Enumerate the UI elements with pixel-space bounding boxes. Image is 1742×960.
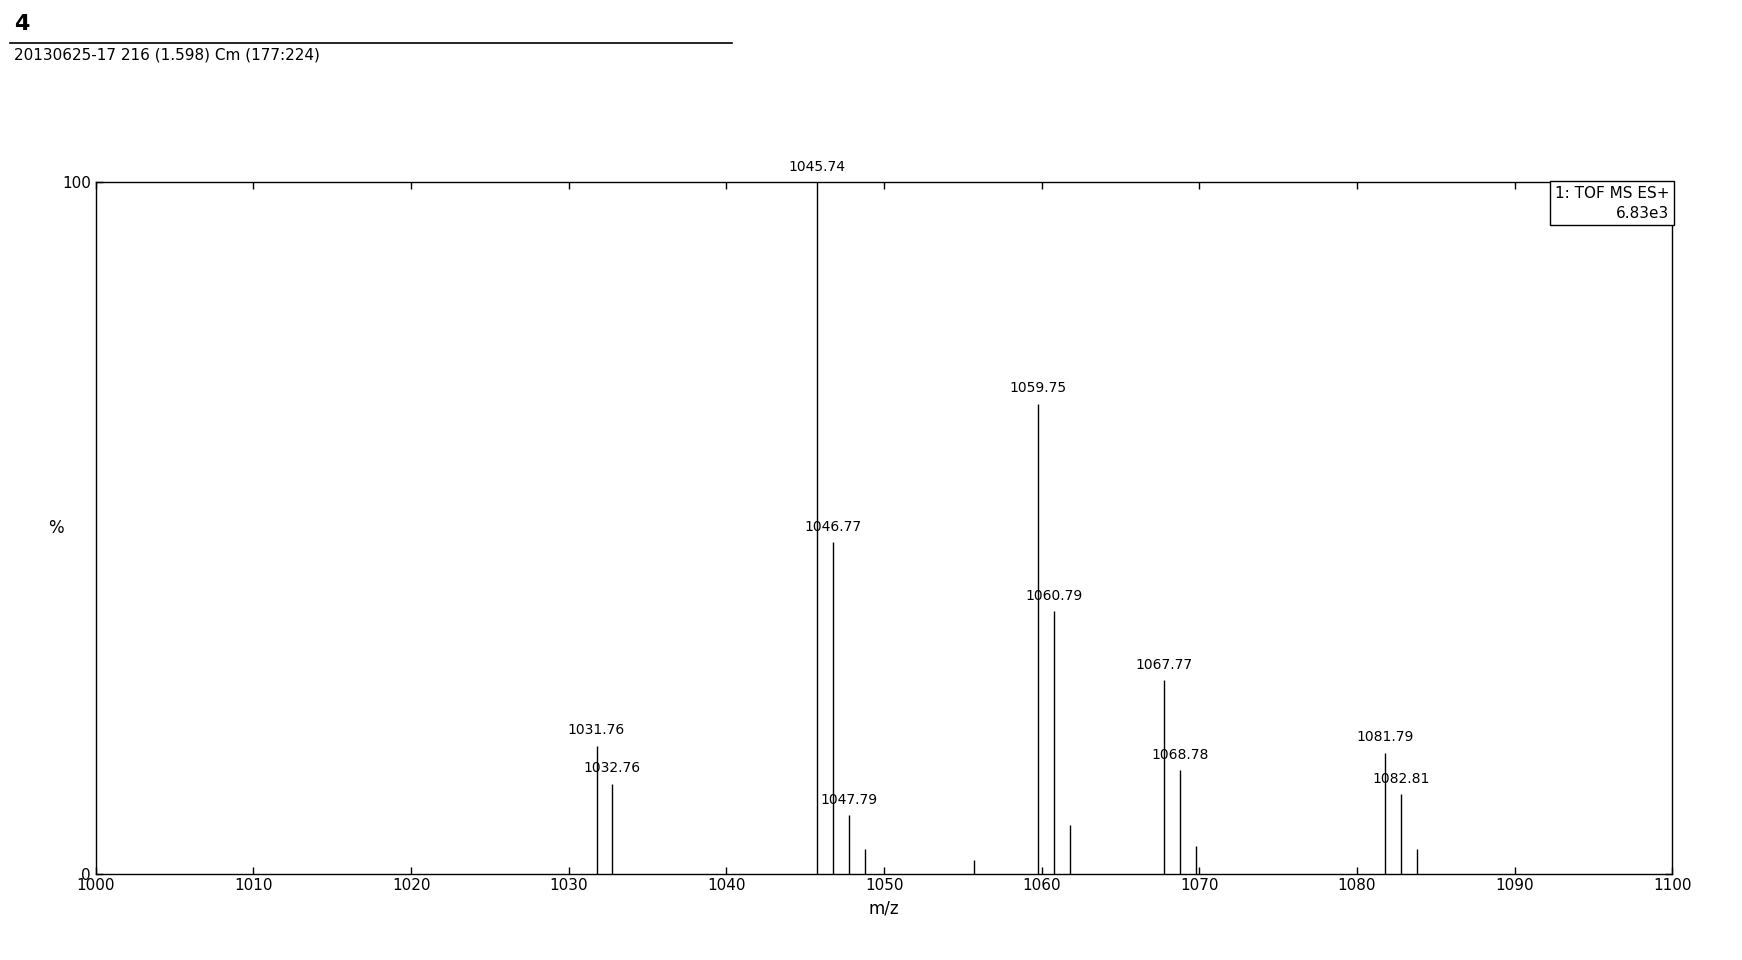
Text: 1059.75: 1059.75 xyxy=(1009,381,1066,396)
Text: 1081.79: 1081.79 xyxy=(1357,731,1415,744)
Text: 1047.79: 1047.79 xyxy=(820,793,878,806)
Text: 4: 4 xyxy=(14,14,30,35)
Text: 1067.77: 1067.77 xyxy=(1136,658,1193,672)
Text: 1032.76: 1032.76 xyxy=(584,761,641,776)
Text: 1045.74: 1045.74 xyxy=(789,160,845,174)
Text: 1031.76: 1031.76 xyxy=(568,724,625,737)
Text: 1046.77: 1046.77 xyxy=(805,519,862,534)
Text: 1082.81: 1082.81 xyxy=(1373,772,1430,786)
Y-axis label: %: % xyxy=(49,519,64,537)
X-axis label: m/z: m/z xyxy=(869,899,899,917)
Text: 1068.78: 1068.78 xyxy=(1151,748,1209,761)
Text: 1060.79: 1060.79 xyxy=(1026,588,1084,603)
Text: 20130625-17 216 (1.598) Cm (177:224): 20130625-17 216 (1.598) Cm (177:224) xyxy=(14,48,321,63)
Text: 1: TOF MS ES+
6.83e3: 1: TOF MS ES+ 6.83e3 xyxy=(1554,186,1669,221)
